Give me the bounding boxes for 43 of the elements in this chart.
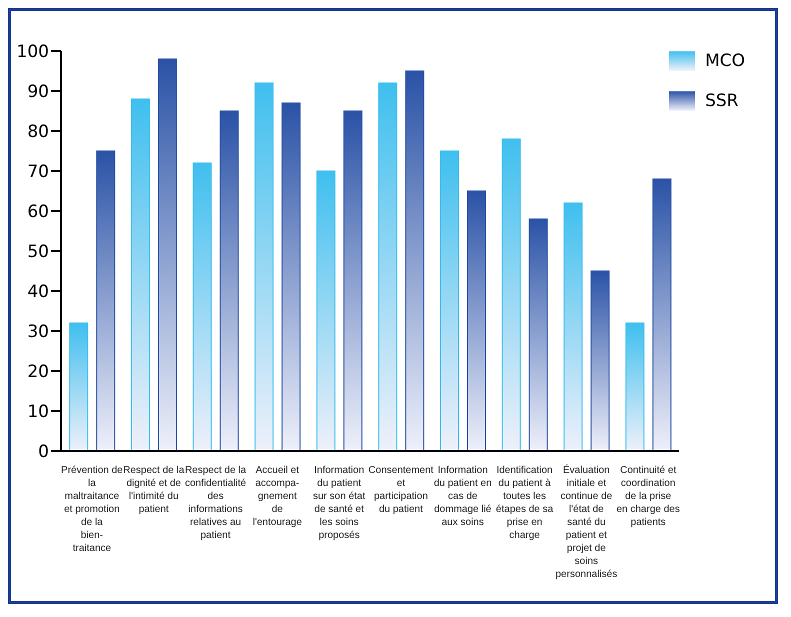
y-tick-label: 100 [16,42,49,62]
x-tick-label: Respect de la dignité et de l'intimité du patient [123,465,185,515]
bar [564,202,583,451]
x-tick-label: Consentement et participation du patient [368,465,434,515]
bar [192,162,212,451]
y-tick-label: 0 [38,442,49,462]
y-tick-label: 30 [27,322,49,342]
bar [69,322,88,451]
bar [440,150,459,451]
legend-label: SSR [705,91,738,111]
y-tick-label: 40 [27,282,49,302]
x-tick-label: Identification du patient à toutes les étapes de sa prise en charge [496,465,554,541]
x-tick-label: Prévention de la maltraitance et promotion de la bien-traitance [61,465,124,554]
bar [282,102,301,451]
category-label: Évaluation initiale et continue de l'état de santé du patient et projet de soins personnalisés [556,465,618,580]
bar [502,138,521,451]
x-tick-label: Information du patient sur son état de santé et les soins proposés [313,465,366,541]
legend-label: MCO [705,51,745,71]
bar [220,110,239,451]
bar [158,58,177,451]
bar [652,178,672,451]
x-tick-label: Respect de la confidentialité des informations relatives au patient [184,465,247,541]
bar [316,170,336,451]
x-tick-label: Continuité et coordination de la prise en charge des patients [616,465,680,528]
y-tick-label: 80 [27,122,49,142]
bar [625,322,644,451]
y-tick-label: 60 [27,202,49,222]
bar [130,98,150,451]
y-tick-label: 90 [27,82,49,102]
x-tick-label: Accueil et accompa-gnement de l'entourage [252,465,302,528]
x-tick-label: Information du patient en cas de dommage lié aux soins [434,465,492,528]
bar [254,82,274,451]
bar [590,270,610,451]
bar [405,70,424,451]
bar [96,150,116,451]
y-tick-label: 70 [27,162,49,182]
bar [378,82,398,451]
bar [343,110,362,451]
y-tick-label: 50 [27,242,49,262]
bar [467,190,486,451]
bar [528,218,548,451]
y-tick-label: 20 [27,362,49,382]
y-tick-label: 10 [27,402,49,422]
